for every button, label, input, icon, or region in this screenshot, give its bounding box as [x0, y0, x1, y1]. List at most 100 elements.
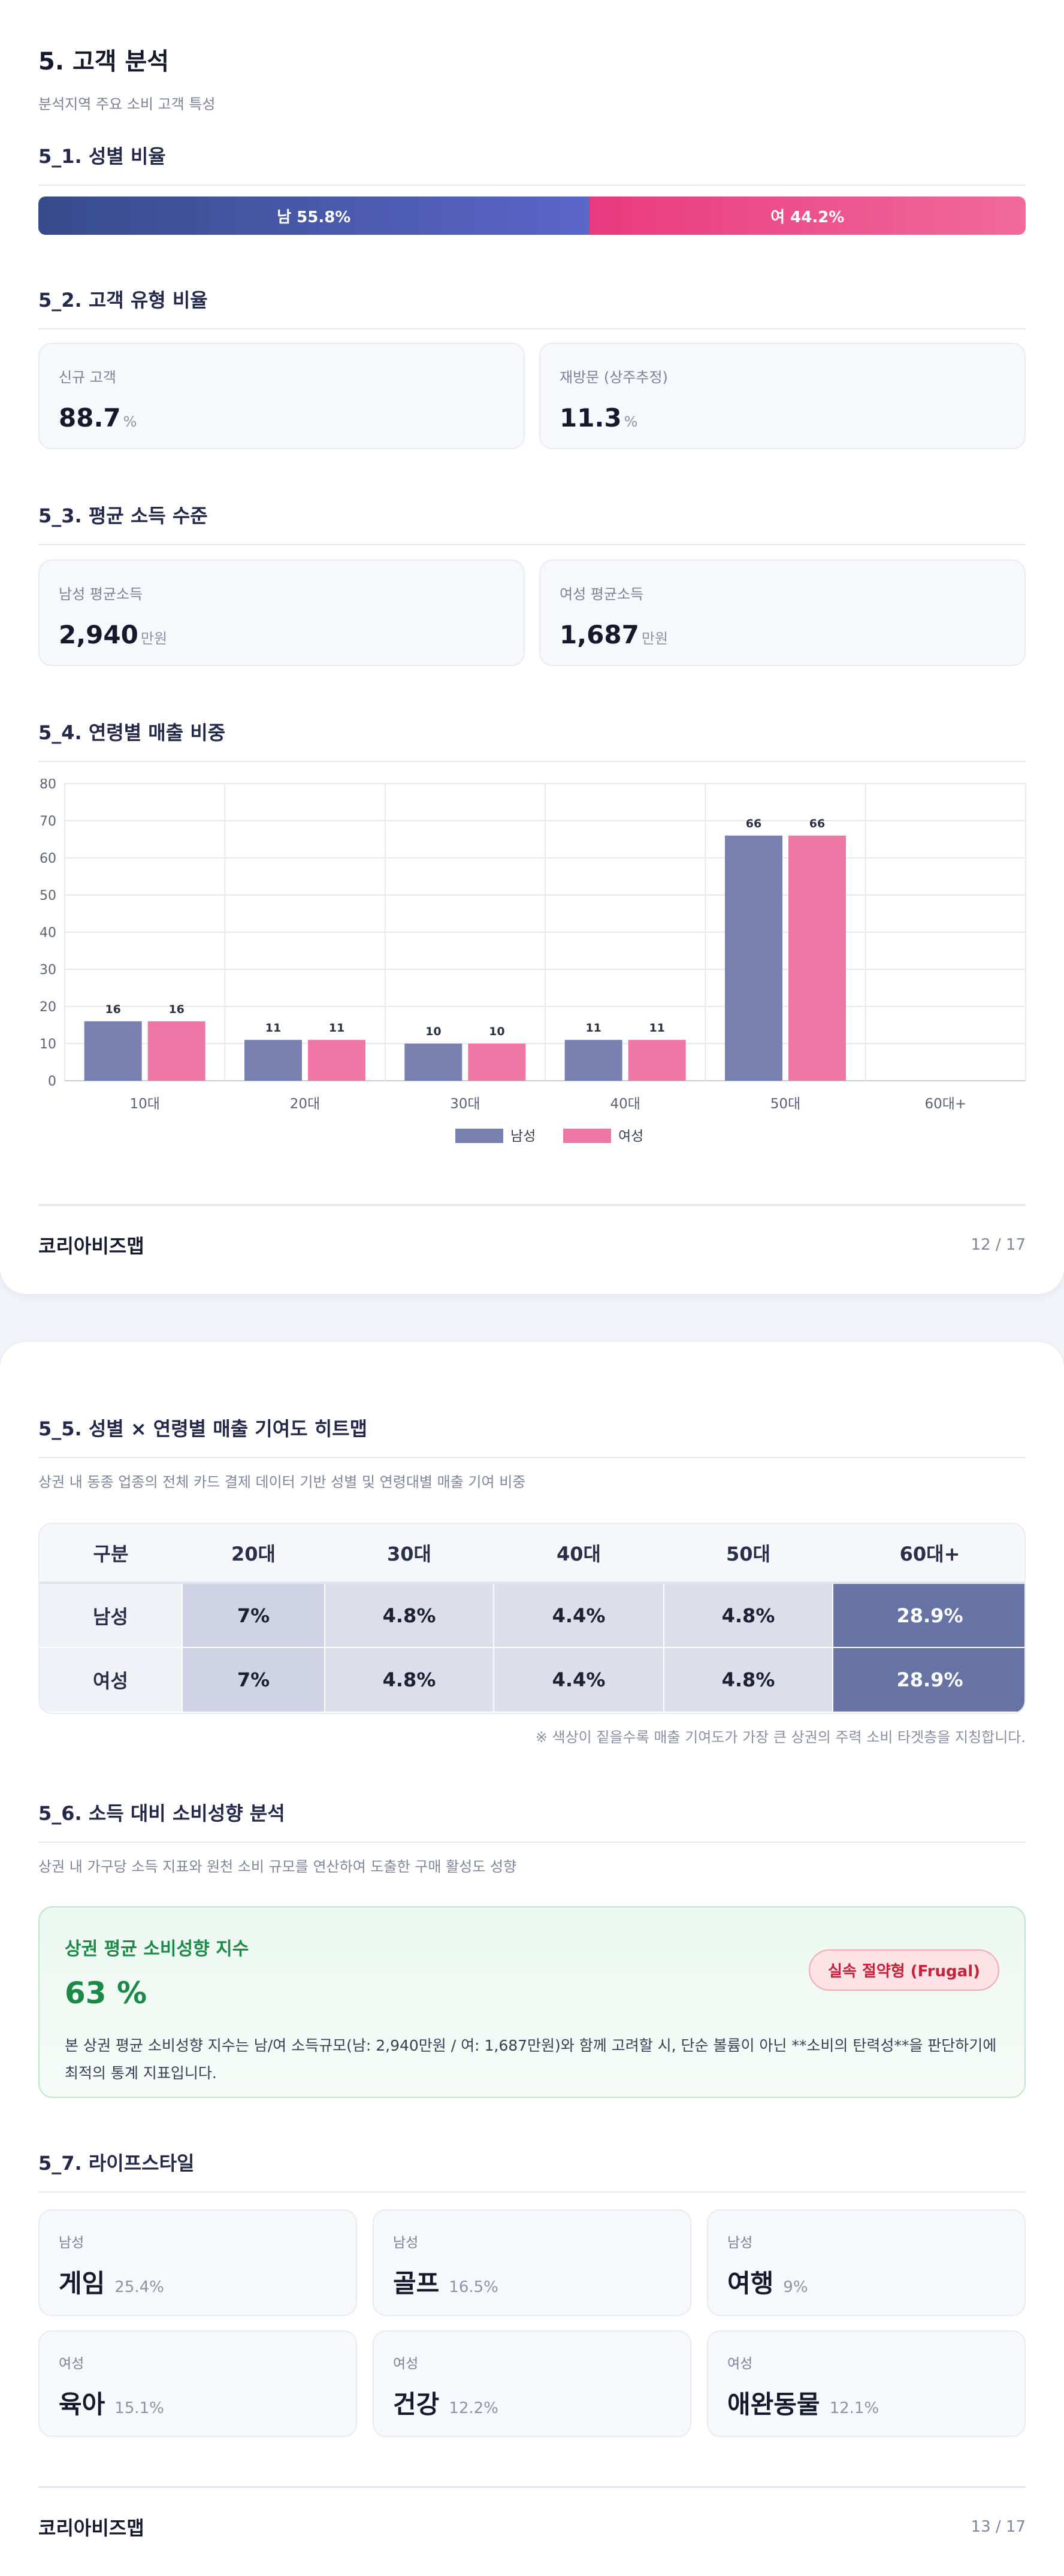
heatmap-cell: 7% — [182, 1583, 325, 1648]
stat-value: 88.7% — [59, 403, 137, 433]
legend-label: 여성 — [618, 1129, 643, 1144]
stat-card-female-income: 여성 평균소득 1,687 만원 — [539, 560, 1026, 666]
y-tick-label: 70 — [40, 814, 56, 829]
heatmap-cell: 28.9% — [833, 1583, 1024, 1648]
bar-female — [308, 1039, 365, 1081]
bar-male — [404, 1044, 463, 1081]
x-tick-label: 10대 — [129, 1096, 159, 1112]
footer-brand: 코리아비즈맵 — [38, 1235, 144, 1257]
x-tick-label: 50대 — [770, 1096, 800, 1112]
footer-page-number: 13 / 17 — [971, 2518, 1026, 2536]
bar-data-label: 11 — [329, 1021, 344, 1035]
page-footer: 코리아비즈맵 12 / 17 — [38, 1204, 1026, 1259]
lifestyle-card: 여성 육아 15.1% — [38, 2330, 357, 2437]
heatmap-header-row: 구분 20대 30대 40대 50대 60대+ — [40, 1524, 1024, 1584]
stat-label: 신규 고객 — [59, 369, 116, 386]
gender-ratio-bar: 남 55.8% 여 44.2% — [38, 196, 1026, 235]
section-desc-propensity: 상권 내 가구당 소득 지표와 원천 소비 규모를 연산하여 도출한 구매 활성… — [38, 1858, 517, 1875]
lifestyle-name: 애완동물 — [727, 2390, 820, 2419]
y-tick-label: 20 — [40, 1000, 56, 1015]
stat-label: 남성 평균소득 — [59, 586, 143, 603]
bar-data-label: 66 — [809, 817, 825, 830]
bar-data-label: 11 — [265, 1021, 281, 1035]
footer-page-number: 12 / 17 — [971, 1236, 1026, 1254]
lifestyle-gender: 남성 — [393, 2235, 419, 2251]
heatmap-cell: 4.8% — [664, 1583, 833, 1648]
section-title-gender-ratio: 5_1. 성별 비율 — [38, 141, 1026, 186]
bar-male — [725, 835, 782, 1081]
heatmap-header: 60대+ — [833, 1524, 1024, 1584]
heatmap-row-label: 여성 — [40, 1647, 183, 1713]
bar-data-label: 11 — [585, 1021, 601, 1035]
bar-data-label: 16 — [105, 1003, 120, 1016]
heatmap-cell: 4.8% — [325, 1583, 494, 1648]
section-title-propensity: 5_6. 소득 대비 소비성향 분석 — [38, 1798, 1026, 1843]
stat-value: 2,940 만원 — [59, 620, 168, 649]
propensity-index-card: 상권 평균 소비성향 지수 63 % 실속 절약형 (Frugal) 본 상권 … — [38, 1906, 1026, 2098]
stat-label: 여성 평균소득 — [560, 586, 644, 603]
bar-female — [628, 1039, 686, 1081]
lifestyle-name: 여행 — [727, 2269, 774, 2298]
section-desc-heatmap: 상권 내 동종 업종의 전체 카드 결제 데이터 기반 성별 및 연령대별 매출… — [38, 1474, 526, 1490]
lifestyle-card: 남성 골프 16.5% — [373, 2209, 691, 2316]
lifestyle-gender: 남성 — [727, 2235, 753, 2251]
lifestyle-pct: 25.4% — [114, 2278, 164, 2296]
lifestyle-pct: 12.2% — [449, 2399, 498, 2417]
lifestyle-name: 육아 — [59, 2390, 105, 2419]
y-tick-label: 80 — [40, 779, 56, 792]
heatmap-note: ※ 색상이 짙을수록 매출 기여도가 가장 큰 상권의 주력 소비 타겟층을 지… — [535, 1729, 1026, 1746]
stat-value: 1,687 만원 — [560, 620, 669, 649]
heatmap-row-female: 여성 7% 4.8% 4.4% 4.8% 28.9% — [40, 1647, 1024, 1713]
bar-data-label: 66 — [746, 817, 761, 830]
page-title: 5. 고객 분석 — [38, 48, 170, 75]
stat-value: 11.3% — [560, 403, 638, 433]
section-title-customer-type: 5_2. 고객 유형 비율 — [38, 285, 1026, 329]
y-tick-label: 10 — [40, 1037, 56, 1052]
lifestyle-name: 건강 — [393, 2390, 440, 2419]
lifestyle-card: 여성 건강 12.2% — [373, 2330, 691, 2437]
lifestyle-card: 여성 애완동물 12.1% — [707, 2330, 1026, 2437]
propensity-index-value: 63 % — [65, 1976, 147, 2010]
propensity-index-label: 상권 평균 소비성향 지수 — [65, 1939, 249, 1960]
heatmap-header: 40대 — [494, 1524, 664, 1584]
propensity-type-badge: 실속 절약형 (Frugal) — [809, 1949, 999, 1991]
stat-label: 재방문 (상주추정) — [560, 369, 668, 386]
bar-data-label: 16 — [168, 1003, 184, 1016]
heatmap-table: 구분 20대 30대 40대 50대 60대+ 남성 7% 4.8% 4.4% … — [38, 1523, 1026, 1714]
bar-male — [564, 1039, 622, 1081]
age-sales-bar-chart: 0 10 20 30 40 50 60 70 80 16 16 10대 11 11 20대 10 10 30대 11… — [40, 779, 1026, 1144]
lifestyle-pct: 16.5% — [449, 2278, 498, 2296]
y-tick-label: 60 — [40, 851, 56, 866]
lifestyle-pct: 9% — [783, 2278, 808, 2296]
lifestyle-pct: 12.1% — [829, 2399, 879, 2417]
x-tick-label: 20대 — [290, 1096, 320, 1112]
bar-female — [147, 1021, 205, 1081]
lifestyle-gender: 여성 — [727, 2356, 753, 2372]
y-tick-label: 30 — [40, 963, 56, 978]
stat-card-revisit-customer: 재방문 (상주추정) 11.3% — [539, 343, 1026, 449]
propensity-index-desc: 본 상권 평균 소비성향 지수는 남/여 소득규모(남: 2,940만원 / 여… — [65, 2037, 997, 2082]
bar-male — [244, 1039, 302, 1081]
legend-swatch — [455, 1129, 503, 1143]
heatmap-header: 20대 — [182, 1524, 325, 1584]
heatmap-cell: 4.4% — [494, 1583, 664, 1648]
lifestyle-name: 게임 — [59, 2269, 105, 2298]
section-title-income: 5_3. 평균 소득 수준 — [38, 501, 1026, 545]
legend-swatch — [563, 1129, 611, 1143]
page-footer: 코리아비즈맵 13 / 17 — [38, 2486, 1026, 2541]
section-title-age-sales: 5_4. 연령별 매출 비중 — [38, 718, 1026, 762]
heatmap-cell: 4.4% — [494, 1647, 664, 1713]
bar-data-label: 11 — [649, 1021, 664, 1035]
heatmap-header: 50대 — [664, 1524, 833, 1584]
y-tick-label: 40 — [40, 926, 56, 941]
y-tick-label: 0 — [48, 1074, 56, 1089]
x-tick-label: 40대 — [610, 1096, 640, 1112]
bar-data-label: 10 — [489, 1025, 504, 1038]
stat-card-new-customer: 신규 고객 88.7% — [38, 343, 525, 449]
bar-female — [788, 835, 846, 1081]
heatmap-row-label: 남성 — [40, 1583, 183, 1648]
page-subtitle: 분석지역 주요 소비 고객 특성 — [38, 96, 216, 113]
x-tick-label: 60대+ — [924, 1096, 966, 1112]
bar-data-label: 10 — [425, 1025, 441, 1038]
lifestyle-gender: 여성 — [59, 2356, 84, 2372]
